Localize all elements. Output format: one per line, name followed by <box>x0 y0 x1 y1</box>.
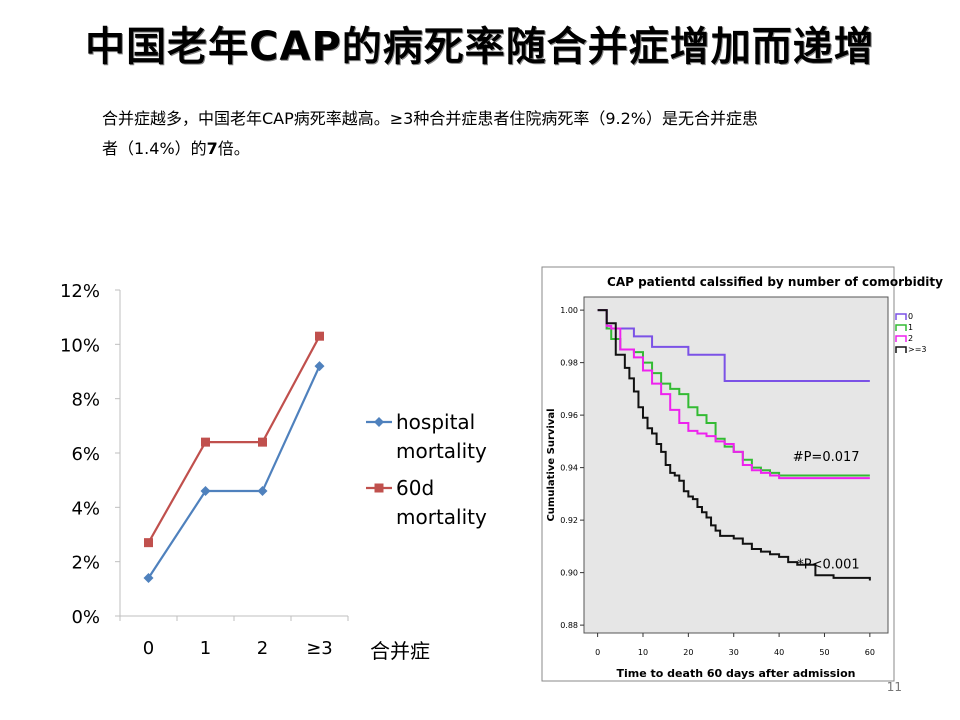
x-tick-label: ≥3 <box>306 638 333 659</box>
data-point <box>258 437 267 447</box>
legend-label: 1 <box>908 323 913 332</box>
data-point <box>200 486 211 497</box>
p-value-annotation: #P=0.017 <box>793 450 860 465</box>
page-title: 中国老年CAP的病死率随合并症增加而递增 <box>85 24 875 70</box>
legend-marker <box>895 313 907 320</box>
summary-highlight-number: 7 <box>206 139 218 158</box>
legend-label: mortality <box>396 439 487 463</box>
legend-marker <box>374 483 384 493</box>
x-tick-label: 20 <box>683 648 693 657</box>
x-tick-label: 40 <box>774 648 784 657</box>
y-tick-label: 0.98 <box>560 359 578 368</box>
x-tick-label: 2 <box>257 638 268 659</box>
x-tick-label: 60 <box>865 648 875 657</box>
summary-line-2-pre: 者（1.4%）的 <box>102 139 207 158</box>
y-tick-label: 6% <box>71 444 100 465</box>
x-axis-label: Time to death 60 days after admission <box>617 667 856 680</box>
y-tick-label: 1.00 <box>560 306 578 315</box>
x-tick-label: 10 <box>638 648 648 657</box>
x-tick-label: 1 <box>200 638 211 659</box>
y-tick-label: 2% <box>71 553 100 574</box>
legend-marker <box>895 346 907 353</box>
data-point <box>143 572 154 583</box>
summary-line-2-post: 倍。 <box>217 139 250 158</box>
y-tick-label: 4% <box>71 498 100 519</box>
y-tick-label: 0.96 <box>560 411 578 420</box>
y-tick-label: 0.94 <box>560 464 578 473</box>
legend-label: hospital <box>396 410 475 434</box>
y-axis-label: Cumulative Survival <box>546 408 557 521</box>
x-tick-label: 0 <box>143 638 154 659</box>
x-tick-label: 30 <box>729 648 739 657</box>
legend-label: 2 <box>908 334 913 343</box>
series-line <box>147 365 321 579</box>
legend-marker <box>374 417 384 427</box>
y-tick-label: 0% <box>71 607 100 628</box>
legend-marker <box>895 335 907 342</box>
summary-text: 合并症越多，中国老年CAP病死率越高。≥3种合并症患者住院病死率（9.2%）是无… <box>102 104 882 164</box>
data-point <box>315 331 324 341</box>
survival-curve <box>597 309 871 581</box>
survival-curve-chart: CAP patientd calssified by number of com… <box>541 266 943 682</box>
y-tick-label: 8% <box>71 390 100 411</box>
survival-curve <box>597 309 870 480</box>
y-tick-label: 0.88 <box>560 621 578 630</box>
y-tick-label: 10% <box>60 335 100 356</box>
chart-title: CAP patientd calssified by number of com… <box>607 275 943 289</box>
data-point <box>201 437 210 447</box>
legend-label: >=3 <box>908 345 927 354</box>
data-point <box>144 538 153 548</box>
x-axis-label: 合并症 <box>370 639 430 663</box>
legend-label: mortality <box>396 505 487 529</box>
x-tick-label: 0 <box>595 648 600 657</box>
summary-line-1: 合并症越多，中国老年CAP病死率越高。≥3种合并症患者住院病死率（9.2%）是无… <box>102 109 759 128</box>
mortality-line-chart: 0% 2% 4% 6% 8% 10% 12% 0 1 2 ≥3 合并症 hospital mortalit… <box>60 281 487 663</box>
legend-label: 0 <box>908 312 913 321</box>
x-tick-label: 50 <box>819 648 829 657</box>
data-point <box>314 361 325 372</box>
page-number: 11 <box>886 680 902 694</box>
y-tick-label: 0.92 <box>560 516 578 525</box>
p-value-annotation: *P<0.001 <box>797 558 859 573</box>
legend-marker <box>895 324 907 331</box>
legend-label: 60d <box>396 476 434 500</box>
series-line <box>147 335 321 544</box>
summary-line-2: 者（1.4%）的7倍。 <box>102 134 882 164</box>
data-point <box>257 486 268 497</box>
y-tick-label: 0.90 <box>560 569 578 578</box>
y-tick-label: 12% <box>60 281 100 302</box>
